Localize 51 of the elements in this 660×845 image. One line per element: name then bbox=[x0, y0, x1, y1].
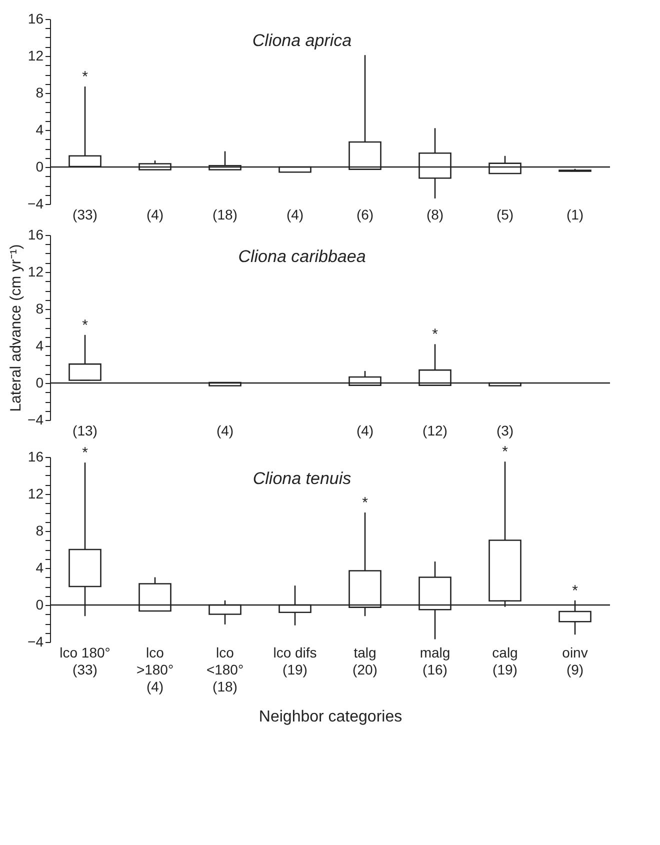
y-tick-label: 12 bbox=[28, 264, 44, 280]
y-tick-label: 16 bbox=[28, 448, 44, 464]
x-tick-label: (3) bbox=[496, 422, 514, 438]
annotation: * bbox=[362, 494, 368, 512]
y-tick-label: 16 bbox=[28, 226, 44, 242]
y-tick-label: 12 bbox=[28, 486, 44, 502]
x-axis-title: Neighbor categories bbox=[258, 708, 402, 726]
annotation: * bbox=[82, 68, 88, 86]
annotation: * bbox=[82, 316, 88, 334]
y-tick-label: 8 bbox=[36, 84, 44, 100]
x-tick-label: talg (20) bbox=[352, 644, 378, 678]
x-tick-label: (12) bbox=[422, 422, 448, 438]
x-tick-label: oinv (9) bbox=[562, 644, 588, 678]
y-tick-label: 8 bbox=[36, 300, 44, 316]
x-tick-label: malg (16) bbox=[420, 644, 450, 678]
y-tick-label: −4 bbox=[28, 196, 44, 212]
x-tick-label: (8) bbox=[426, 206, 444, 222]
y-tick-label: −4 bbox=[28, 634, 44, 650]
x-tick-label: (33) bbox=[72, 206, 98, 222]
y-tick-label: 4 bbox=[36, 338, 44, 354]
x-tick-label: lco 180° (33) bbox=[60, 644, 110, 678]
annotation: * bbox=[82, 444, 88, 462]
text: Cliona aprica bbox=[252, 31, 352, 50]
y-tick-label: 0 bbox=[36, 158, 44, 174]
annotation: * bbox=[502, 444, 508, 461]
y-tick-label: 4 bbox=[36, 560, 44, 576]
y-tick-label: 0 bbox=[36, 596, 44, 612]
x-tick-label: (5) bbox=[496, 206, 514, 222]
y-tick-label: 8 bbox=[36, 522, 44, 538]
text: Cliona caribbaea bbox=[238, 247, 366, 266]
x-tick-label: calg (19) bbox=[492, 644, 518, 678]
x-tick-label: (18) bbox=[212, 206, 238, 222]
x-tick-label: lco difs (19) bbox=[273, 644, 317, 678]
x-tick-label: lco >180° (4) bbox=[136, 644, 174, 694]
x-tick-label: (4) bbox=[146, 206, 164, 222]
x-tick-label: (13) bbox=[72, 422, 98, 438]
y-tick-label: 4 bbox=[36, 122, 44, 138]
y-tick-label: −4 bbox=[28, 412, 44, 428]
x-tick-label: (6) bbox=[356, 206, 374, 222]
x-tick-label: (4) bbox=[286, 206, 304, 222]
x-tick-label: (4) bbox=[216, 422, 234, 438]
y-axis-title: Lateral advance (cm yr⁻¹) bbox=[8, 244, 25, 412]
y-tick-label: 12 bbox=[28, 48, 44, 64]
annotation: * bbox=[432, 326, 438, 344]
x-tick-label: (4) bbox=[356, 422, 374, 438]
annotation: * bbox=[572, 582, 578, 600]
x-tick-label: lco <180° (18) bbox=[206, 644, 244, 694]
x-tick-label: (1) bbox=[566, 206, 584, 222]
y-tick-label: 0 bbox=[36, 374, 44, 390]
y-tick-label: 16 bbox=[28, 10, 44, 26]
text: Cliona tenuis bbox=[252, 469, 352, 488]
